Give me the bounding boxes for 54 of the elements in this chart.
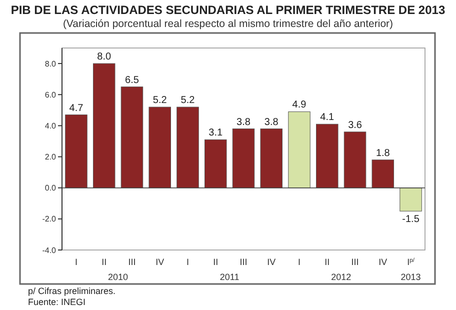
y-tick-label: 8.0 bbox=[44, 59, 57, 68]
bar bbox=[176, 106, 199, 188]
x-tick-label: II bbox=[102, 257, 107, 267]
bar bbox=[232, 128, 255, 188]
data-label: 5.2 bbox=[180, 95, 196, 106]
bar bbox=[400, 188, 422, 212]
x-tick-label: I bbox=[74, 257, 78, 267]
y-tick-label: 6.0 bbox=[44, 90, 57, 100]
x-tick-label: IV bbox=[267, 257, 276, 267]
bar bbox=[65, 114, 88, 188]
data-label: -1.5 bbox=[402, 214, 420, 226]
text: 2012 bbox=[331, 272, 352, 282]
y-tick-label: 4.0 bbox=[44, 121, 57, 130]
x-tick-label: II bbox=[324, 257, 330, 267]
data-label: 4.7 bbox=[69, 102, 84, 114]
data-label: 4.1 bbox=[320, 112, 335, 124]
x-tick-label: I bbox=[186, 257, 189, 267]
x-tick-label: I bbox=[298, 257, 301, 267]
data-label: 3.8 bbox=[236, 116, 251, 128]
y-tick-label: 0.0 bbox=[44, 184, 57, 193]
x-tick-label: III bbox=[351, 257, 359, 267]
bar bbox=[204, 139, 227, 188]
x-tick-label: I$^{p/}$ bbox=[407, 257, 415, 267]
bar bbox=[260, 128, 283, 188]
bar bbox=[372, 160, 394, 188]
bar bbox=[288, 111, 310, 188]
data-label: 3.8 bbox=[264, 116, 279, 128]
bar bbox=[148, 106, 171, 188]
data-label: 1.8 bbox=[376, 148, 390, 159]
source-note: Fuente: INEGI bbox=[28, 297, 86, 307]
x-tick-label: III bbox=[128, 257, 136, 267]
x-tick-label: IV bbox=[378, 257, 388, 267]
chart-subtitle: (Variación porcentual real respecto al mismo trimestre del año anterior) bbox=[62, 18, 394, 30]
bar bbox=[120, 86, 144, 188]
text: p/ Cifras preliminares. bbox=[28, 286, 116, 296]
bar bbox=[92, 63, 116, 188]
bar bbox=[344, 132, 366, 188]
x-tick-label: II bbox=[213, 257, 218, 267]
y-tick-label: -2.0 bbox=[42, 214, 57, 224]
text: 2010 bbox=[108, 272, 128, 282]
y-tick-label: -4.0 bbox=[42, 246, 57, 255]
y-tick-label: 2.0 bbox=[44, 152, 57, 162]
chart-title: PIB DE LAS ACTIVIDADES SECUNDARIAS AL PRIMER TRIMESTRE DE 2013 bbox=[10, 3, 446, 17]
data-label: 5.2 bbox=[152, 95, 168, 106]
x-tick-label: IV bbox=[156, 257, 164, 267]
data-label: 3.6 bbox=[348, 120, 362, 131]
bar bbox=[316, 124, 338, 188]
data-label: 3.1 bbox=[208, 128, 224, 139]
x-tick-label: III bbox=[240, 257, 248, 267]
data-label: 8.0 bbox=[97, 52, 112, 63]
data-label: 4.9 bbox=[292, 100, 307, 111]
text: 2011 bbox=[220, 272, 240, 282]
text: 2013 bbox=[400, 272, 421, 282]
data-label: 6.5 bbox=[125, 74, 140, 86]
